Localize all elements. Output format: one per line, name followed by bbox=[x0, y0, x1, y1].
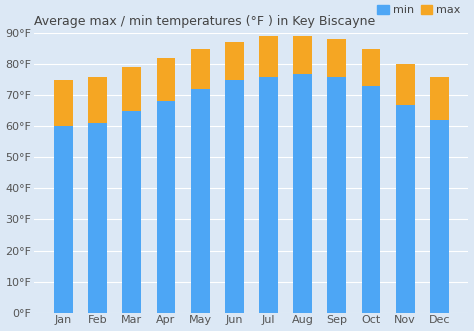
Bar bbox=[259, 76, 278, 313]
Bar bbox=[225, 42, 244, 80]
Bar bbox=[88, 123, 107, 313]
Bar bbox=[328, 39, 346, 76]
Bar bbox=[122, 111, 141, 313]
Bar bbox=[328, 76, 346, 313]
Bar bbox=[430, 120, 449, 313]
Bar bbox=[156, 58, 175, 102]
Legend: min, max: min, max bbox=[375, 2, 463, 17]
Text: Average max / min temperatures (°F ) in Key Biscayne: Average max / min temperatures (°F ) in … bbox=[34, 15, 375, 28]
Bar bbox=[191, 49, 210, 89]
Bar bbox=[54, 80, 73, 126]
Bar bbox=[225, 80, 244, 313]
Bar bbox=[362, 49, 380, 86]
Bar bbox=[396, 64, 415, 105]
Bar bbox=[259, 36, 278, 76]
Bar bbox=[156, 102, 175, 313]
Bar bbox=[88, 76, 107, 123]
Bar bbox=[122, 67, 141, 111]
Bar bbox=[430, 76, 449, 120]
Bar bbox=[191, 89, 210, 313]
Bar bbox=[362, 86, 380, 313]
Bar bbox=[396, 105, 415, 313]
Bar bbox=[54, 126, 73, 313]
Bar bbox=[293, 73, 312, 313]
Bar bbox=[293, 36, 312, 73]
